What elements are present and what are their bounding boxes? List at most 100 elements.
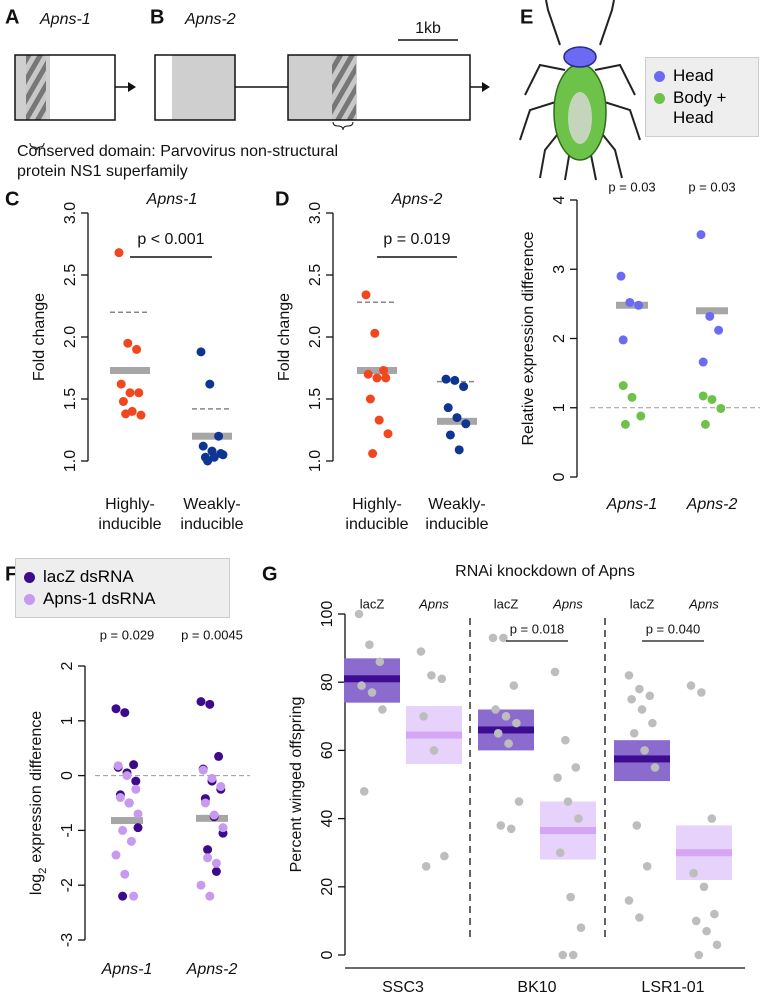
- panel-letter: C: [5, 188, 19, 210]
- point: [196, 347, 206, 357]
- legend-entry: lacZ dsRNA: [24, 567, 221, 587]
- x-tick-label: Apns-1: [606, 496, 658, 513]
- point: [501, 712, 511, 721]
- point: [416, 647, 426, 656]
- y-tick-label: 2.5: [307, 264, 324, 286]
- point: [632, 821, 642, 830]
- point: [650, 763, 660, 772]
- point: [506, 824, 516, 834]
- y-tick-label: 60: [319, 741, 336, 759]
- point: [634, 300, 644, 310]
- y-tick-label: 1.5: [62, 388, 79, 410]
- point: [131, 776, 141, 786]
- mean-bar: [676, 849, 732, 857]
- point: [445, 430, 455, 440]
- y-tick-label: 3.0: [62, 202, 79, 224]
- point: [368, 449, 378, 459]
- point: [616, 271, 626, 281]
- point: [635, 913, 644, 922]
- point: [205, 891, 215, 901]
- legend-entry: Body + Head: [654, 88, 750, 128]
- y-tick-label: 4: [551, 195, 568, 204]
- point: [357, 681, 366, 690]
- point: [686, 681, 696, 690]
- point: [370, 328, 380, 338]
- point: [121, 409, 131, 419]
- legend-swatch: [654, 93, 665, 104]
- point: [550, 667, 560, 677]
- y-tick-label: 100: [319, 601, 336, 628]
- point: [697, 688, 706, 697]
- domain-note: Conserved domain: Parvovirus non-structu…: [17, 143, 338, 160]
- point: [133, 809, 143, 819]
- point: [698, 391, 708, 401]
- x-tick-label: Weakly-: [428, 496, 486, 513]
- point: [365, 394, 375, 404]
- point: [441, 374, 451, 384]
- mean-bar: [540, 827, 596, 835]
- point: [707, 814, 717, 823]
- aphid-body: [553, 46, 607, 161]
- point: [218, 823, 228, 833]
- domain-note: protein NS1 superfamily: [17, 163, 188, 180]
- point: [624, 896, 634, 905]
- point: [714, 325, 724, 335]
- y-tick-label: 40: [319, 810, 336, 828]
- y-tick-label: 0: [551, 472, 568, 481]
- point: [635, 684, 644, 694]
- y-tick-label: 2.5: [62, 264, 79, 286]
- point: [640, 746, 649, 755]
- y-tick-label: 1.5: [307, 388, 324, 410]
- legend-swatch: [24, 594, 35, 605]
- chart-title: Apns-1: [146, 191, 198, 208]
- point: [111, 704, 121, 714]
- point: [461, 419, 471, 429]
- x-tick-label: BK10: [517, 979, 556, 996]
- point: [205, 379, 215, 389]
- point: [203, 845, 213, 855]
- x-tick-label: inducible: [180, 516, 243, 533]
- point: [629, 729, 639, 738]
- point: [496, 821, 506, 830]
- point: [209, 452, 219, 462]
- point: [553, 773, 562, 782]
- point: [576, 923, 586, 933]
- point: [196, 697, 206, 707]
- point: [437, 674, 447, 684]
- point: [120, 708, 130, 718]
- x-tick-label: Apns-1: [101, 961, 153, 978]
- point: [125, 388, 135, 398]
- p-value: p < 0.001: [137, 231, 204, 248]
- point: [454, 445, 464, 455]
- point: [124, 798, 134, 808]
- point: [126, 836, 136, 846]
- point: [648, 718, 657, 728]
- point: [440, 851, 449, 861]
- point: [120, 869, 130, 879]
- mean-bar: [110, 366, 150, 374]
- point: [115, 793, 125, 803]
- gene-model: [14, 54, 136, 151]
- legend-label: lacZ dsRNA: [43, 567, 134, 586]
- point: [694, 950, 704, 960]
- point: [367, 688, 377, 697]
- mean-bar: [696, 307, 728, 315]
- point: [696, 230, 706, 240]
- x-tick-label: Apns-2: [686, 496, 738, 513]
- point: [712, 940, 722, 950]
- point: [118, 891, 128, 901]
- point: [383, 429, 393, 439]
- point: [512, 718, 521, 728]
- gene-label: Apns-2: [184, 11, 236, 28]
- point: [429, 746, 439, 755]
- point: [642, 862, 652, 871]
- point: [214, 431, 224, 441]
- y-axis-label-part: 2: [37, 868, 49, 874]
- point: [452, 413, 462, 423]
- point: [443, 403, 453, 413]
- point: [504, 739, 513, 748]
- point: [374, 415, 384, 425]
- point: [698, 357, 708, 367]
- point: [372, 373, 382, 383]
- point: [555, 848, 565, 857]
